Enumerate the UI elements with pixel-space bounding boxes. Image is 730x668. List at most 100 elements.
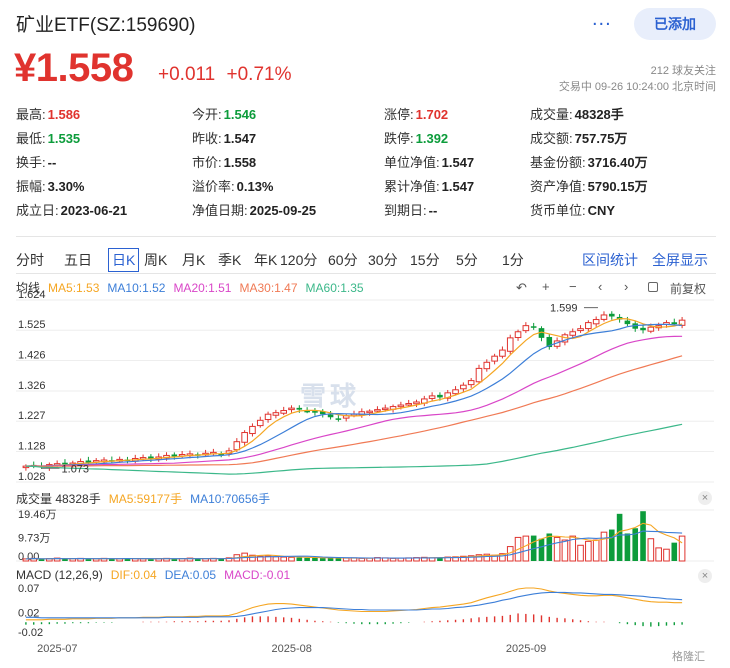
volume-bar	[62, 558, 68, 561]
gelonghui-brand: 格隆汇	[672, 651, 705, 663]
candle-body	[624, 320, 631, 325]
volume-bar	[522, 535, 530, 562]
stat-label: 基金份额:	[530, 155, 586, 170]
added-watchlist-button[interactable]: 已添加	[634, 8, 716, 40]
tab-5[interactable]: 季K	[218, 252, 242, 268]
tab-4[interactable]: 月K	[182, 252, 206, 268]
ma-legend-item: MA10:1.52	[107, 281, 166, 295]
candle-body	[218, 453, 224, 456]
stat-label: 最低:	[16, 131, 46, 146]
candle-body	[405, 403, 412, 406]
pan-left-icon[interactable]: ‹	[598, 279, 603, 294]
stat-value: 2023-06-21	[60, 203, 128, 218]
fullscreen-button[interactable]: 全屏显示	[652, 252, 708, 268]
stat-value: 1.546	[223, 107, 257, 122]
tab-10[interactable]: 15分	[410, 252, 440, 268]
stat-item: 振幅: 3.30%	[16, 176, 85, 195]
macd-legend-item: DEA:0.05	[164, 568, 217, 582]
range-stats-button[interactable]: 区间统计	[582, 252, 638, 268]
price-y-tick: 1.128	[18, 440, 46, 452]
xueqiu-watermark: 雪球	[300, 381, 361, 411]
undo-icon[interactable]: ↶	[516, 280, 527, 295]
candle-body	[538, 328, 545, 338]
tab-3[interactable]: 周K	[144, 252, 168, 268]
followers-count[interactable]: 212 球友关注	[650, 65, 716, 77]
candle-body	[264, 413, 272, 421]
volume-bar	[647, 538, 655, 562]
stat-label: 累计净值:	[384, 179, 440, 194]
close-volume-icon[interactable]: ×	[698, 491, 712, 505]
stat-label: 货币单位:	[530, 203, 586, 218]
stat-item: 成交量: 48328手	[530, 104, 624, 123]
volume-bar	[225, 557, 233, 562]
ma-line-5	[25, 317, 683, 467]
change-percent: +0.71%	[226, 64, 292, 85]
volume-bar	[640, 511, 646, 561]
tab-0[interactable]: 分时	[16, 252, 44, 268]
stat-value: --	[428, 203, 438, 218]
ma-line-10	[25, 323, 683, 467]
candle-body	[280, 410, 287, 414]
volume-legend-item: MA5:59177手	[108, 492, 183, 506]
candle-body	[514, 331, 522, 339]
stat-item: 成立日: 2023-06-21	[16, 200, 127, 219]
tab-6[interactable]: 年K	[254, 252, 278, 268]
stat-label: 净值日期:	[192, 203, 248, 218]
volume-bar	[358, 557, 366, 562]
close-macd-icon[interactable]: ×	[698, 569, 712, 583]
tab-9[interactable]: 30分	[368, 252, 398, 268]
volume-bar	[389, 557, 397, 562]
stat-label: 跌停:	[384, 131, 414, 146]
tab-11[interactable]: 5分	[456, 252, 478, 268]
candle-body	[452, 389, 459, 395]
tab-2[interactable]: 日K	[108, 248, 140, 272]
tab-8[interactable]: 60分	[328, 252, 358, 268]
candle-body	[499, 349, 506, 357]
volume-bar	[467, 555, 475, 562]
candle-body	[522, 325, 530, 332]
candle-body	[506, 337, 514, 352]
pan-right-icon[interactable]: ›	[624, 279, 629, 294]
stat-label: 市价:	[192, 155, 222, 170]
tab-1[interactable]: 五日	[64, 252, 92, 268]
price-y-tick: 1.624	[18, 289, 46, 301]
volume-legend: 成交量 48328手 MA5:59177手 MA10:70656手	[16, 490, 278, 507]
volume-bar	[475, 554, 483, 562]
candle-body	[530, 326, 537, 328]
volume-bar	[608, 529, 615, 561]
zoom-in-icon[interactable]: +	[542, 279, 550, 294]
zoom-out-icon[interactable]: −	[569, 279, 577, 294]
volume-bar	[585, 540, 592, 562]
stat-label: 资产净值:	[530, 179, 586, 194]
volume-bar	[327, 557, 334, 561]
candle-body	[272, 412, 280, 416]
current-price: ¥1.558	[14, 46, 134, 90]
stat-value: 757.75万	[574, 131, 628, 146]
macd-y-tick: 0.02	[18, 607, 39, 619]
tab-7[interactable]: 120分	[280, 252, 318, 268]
candle-body	[335, 418, 342, 420]
stat-label: 成立日:	[16, 203, 59, 218]
tab-12[interactable]: 1分	[502, 252, 524, 268]
more-options-icon[interactable]: ...	[592, 8, 612, 30]
candle-body	[249, 425, 256, 435]
candle-body	[577, 328, 584, 332]
ma-legend-label: 均线	[16, 281, 41, 295]
stat-item: 涨停: 1.702	[384, 104, 448, 123]
candle-body	[304, 410, 310, 413]
x-axis-label: 2025-09	[506, 643, 546, 655]
volume-bar	[218, 558, 224, 561]
candle-body	[671, 322, 678, 325]
price-adjust-select[interactable]: 前复权	[670, 282, 707, 296]
volume-bar	[304, 557, 310, 561]
stat-value: --	[47, 155, 57, 170]
candle-body	[397, 404, 405, 408]
stat-value: 1.702	[415, 107, 449, 122]
volume-bar	[624, 533, 631, 561]
low-annotation: 1.073	[62, 463, 90, 475]
volume-y-tick: 9.73万	[18, 533, 50, 545]
price-change: +0.011 +0.71%	[158, 64, 292, 86]
ma-legend-item: MA60:1.35	[305, 281, 364, 295]
restore-icon[interactable]	[648, 282, 658, 292]
